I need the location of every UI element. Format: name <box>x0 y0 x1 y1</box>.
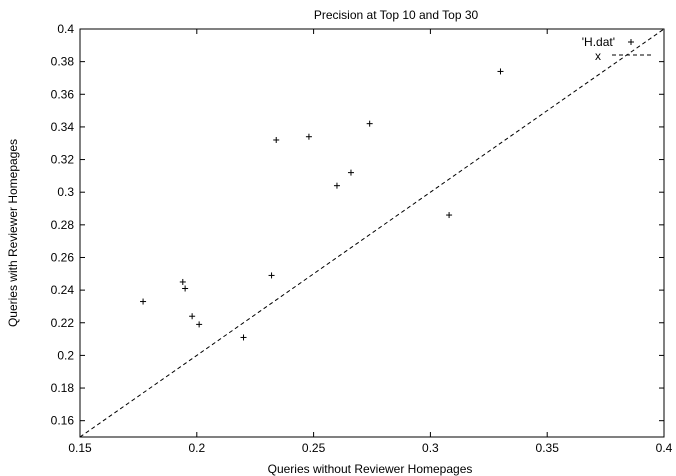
x-tick-label: 0.2 <box>188 441 205 455</box>
y-tick-label: 0.32 <box>51 153 75 167</box>
x-tick-label: 0.25 <box>302 441 326 455</box>
legend-marker <box>628 39 634 45</box>
data-point <box>497 68 504 75</box>
data-point <box>347 169 354 176</box>
data-point <box>305 133 312 140</box>
reference-diagonal-line <box>79 28 665 438</box>
legend: 'H.dat' x <box>582 35 652 63</box>
data-point <box>366 120 373 127</box>
x-tick-label: 0.35 <box>536 441 560 455</box>
data-point <box>140 298 147 305</box>
plot-frame <box>79 28 665 438</box>
data-points <box>140 68 504 341</box>
y-tick-label: 0.26 <box>51 250 75 264</box>
x-axis-ticks: 0.15 0.2 0.25 0.3 0.35 0.4 <box>68 29 673 455</box>
y-tick-label: 0.34 <box>51 120 75 134</box>
y-tick-label: 0.38 <box>51 55 75 69</box>
legend-extra-symbol: x <box>595 49 601 63</box>
data-point <box>240 334 247 341</box>
y-axis-label: Queries with Reviewer Homepages <box>6 139 20 327</box>
y-tick-label: 0.3 <box>57 185 74 199</box>
data-point <box>333 182 340 189</box>
x-tick-label: 0.4 <box>656 441 673 455</box>
y-tick-label: 0.24 <box>51 283 75 297</box>
x-axis-label: Queries without Reviewer Homepages <box>268 462 473 476</box>
data-point <box>268 272 275 279</box>
y-tick-label: 0.28 <box>51 218 75 232</box>
y-axis-ticks: 0.16 0.18 0.2 0.22 0.24 0.26 0.28 0.3 0.32 0.34 0.… <box>51 22 664 428</box>
y-tick-label: 0.18 <box>51 381 75 395</box>
y-tick-label: 0.2 <box>57 348 74 362</box>
x-tick-label: 0.3 <box>422 441 439 455</box>
data-point <box>196 321 203 328</box>
data-point <box>273 136 280 143</box>
data-point <box>179 278 186 285</box>
y-tick-label: 0.4 <box>57 22 74 36</box>
data-point <box>189 313 196 320</box>
legend-label: 'H.dat' <box>582 35 615 49</box>
y-tick-label: 0.16 <box>51 414 75 428</box>
y-tick-label: 0.22 <box>51 316 75 330</box>
x-tick-label: 0.15 <box>68 441 92 455</box>
data-point <box>446 212 453 219</box>
chart-title: Precision at Top 10 and Top 30 <box>314 8 479 22</box>
y-tick-label: 0.36 <box>51 87 75 101</box>
data-point <box>182 285 189 292</box>
